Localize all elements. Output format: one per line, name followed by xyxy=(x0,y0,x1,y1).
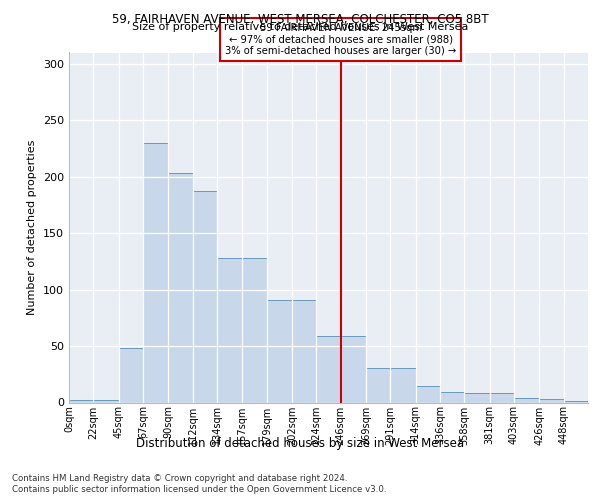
Bar xyxy=(316,336,341,402)
Text: Distribution of detached houses by size in West Mersea: Distribution of detached houses by size … xyxy=(136,438,464,450)
Text: Contains public sector information licensed under the Open Government Licence v3: Contains public sector information licen… xyxy=(12,485,386,494)
Bar xyxy=(391,368,416,402)
Text: 59, FAIRHAVEN AVENUE, WEST MERSEA, COLCHESTER, CO5 8BT: 59, FAIRHAVEN AVENUE, WEST MERSEA, COLCH… xyxy=(112,12,488,26)
Bar xyxy=(242,258,266,402)
Bar xyxy=(416,386,440,402)
Bar xyxy=(490,394,514,402)
Bar xyxy=(193,192,217,402)
Bar xyxy=(514,398,539,402)
Bar xyxy=(217,258,242,402)
Bar xyxy=(440,392,464,402)
Bar xyxy=(169,174,193,402)
Bar xyxy=(69,400,93,402)
Bar xyxy=(119,348,143,403)
Bar xyxy=(464,394,490,402)
Bar xyxy=(341,336,366,402)
Bar xyxy=(539,399,564,402)
Bar xyxy=(93,400,119,402)
Y-axis label: Number of detached properties: Number of detached properties xyxy=(28,140,37,315)
Bar xyxy=(366,368,391,402)
Text: Size of property relative to detached houses in West Mersea: Size of property relative to detached ho… xyxy=(132,22,468,32)
Bar xyxy=(266,300,292,402)
Bar xyxy=(292,300,316,402)
Text: Contains HM Land Registry data © Crown copyright and database right 2024.: Contains HM Land Registry data © Crown c… xyxy=(12,474,347,483)
Bar xyxy=(143,143,169,403)
Text: 59 FAIRHAVEN AVENUE: 245sqm
← 97% of detached houses are smaller (988)
3% of sem: 59 FAIRHAVEN AVENUE: 245sqm ← 97% of det… xyxy=(225,22,456,56)
